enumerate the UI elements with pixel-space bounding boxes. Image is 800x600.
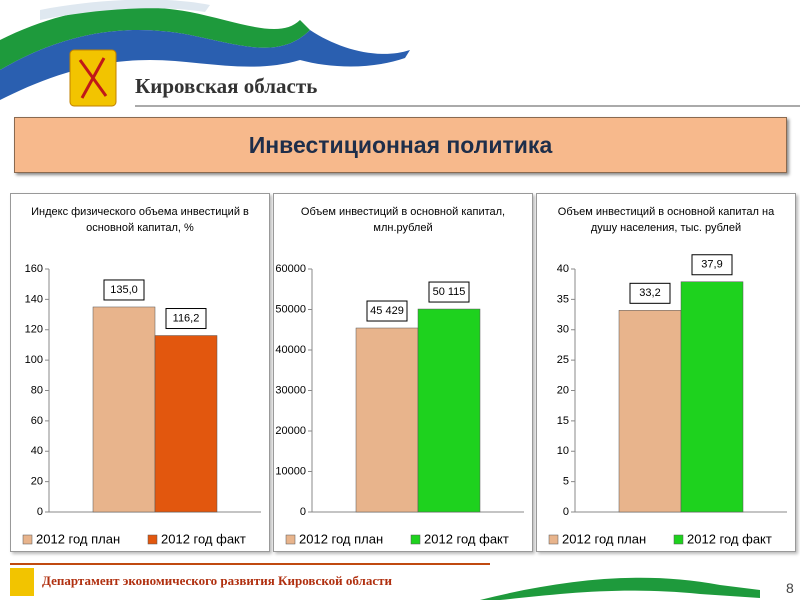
y-tick-label: 100 [25,354,43,366]
legend-label: 2012 год факт [161,531,246,546]
legend-swatch [22,534,33,545]
legend-label: 2012 год план [562,531,646,546]
value-label: 33,2 [639,287,660,299]
value-label-box [629,282,671,304]
chart: 0 20 40 60 80 100 120 140 160 135,0 116,2 2012 год … [22,263,261,546]
legend-swatch [673,534,684,545]
y-tick-label: 120 [25,324,43,336]
y-tick-label: 60 [31,415,43,427]
value-label-box [691,254,733,276]
chart-panel: 0 10000 20000 30000 40000 50000 60000 45 429 50 … [273,193,533,552]
legend-label: 2012 год план [299,531,383,546]
value-label-box [103,279,145,301]
y-tick-label: 30000 [275,384,306,396]
y-tick-label: 35 [557,293,569,305]
y-tick-label: 20 [557,384,569,396]
y-tick-label: 160 [25,263,43,275]
y-tick-label: 140 [25,293,43,305]
legend-label: 2012 год факт [424,531,509,546]
bar [355,327,419,513]
legend-label: 2012 год план [36,531,120,546]
legend-swatch [147,534,158,545]
y-tick-label: 40 [557,263,569,275]
value-label-box [165,308,207,330]
y-tick-label: 5 [563,476,569,488]
value-label: 50 115 [433,286,466,298]
chart-panel: 0 20 40 60 80 100 120 140 160 135,0 116,2 2012 год … [10,193,270,552]
y-tick-label: 30 [557,324,569,336]
region-name: Кировская область [135,74,318,98]
footer-department: Департамент экономического развития Киро… [42,573,392,588]
chart-title: Индекс физического объема инвестиций в о… [31,206,249,234]
chart-title: Объем инвестиций в основной капитал, млн… [300,206,506,234]
legend-swatch [410,534,421,545]
y-tick-label: 80 [31,384,43,396]
y-tick-label: 10000 [275,465,306,477]
y-tick-label: 50000 [275,303,306,315]
y-tick-label: 20 [31,476,43,488]
slide-title: Инвестиционная политика [14,117,787,173]
y-tick-label: 40000 [275,344,306,356]
chart-title: Объем инвестиций в основной капитал на д… [557,206,775,234]
y-tick-label: 25 [557,354,569,366]
chart: 0 10000 20000 30000 40000 50000 60000 45 429 50 … [275,263,524,546]
y-tick-label: 0 [563,506,569,518]
value-label: 135,0 [110,284,138,296]
bar [154,335,218,513]
chart: 0 5 10 15 20 25 30 35 40 33,2 37,9 2012 год план 201… [548,254,787,546]
bar [417,308,481,513]
banner-decoration [0,0,800,107]
y-tick-label: 15 [557,415,569,427]
value-label-box [428,281,470,303]
y-tick-label: 0 [300,506,306,518]
bar [92,306,156,513]
page-number: 8 [786,580,794,596]
legend-swatch [285,534,296,545]
y-tick-label: 40 [31,445,43,457]
footer-decoration [10,563,760,600]
value-label: 45 429 [370,305,404,317]
legend-swatch [548,534,559,545]
bar [680,281,744,513]
y-tick-label: 0 [37,506,43,518]
legend-label: 2012 год факт [687,531,772,546]
value-label: 116,2 [173,312,200,324]
y-tick-label: 60000 [275,263,306,275]
y-tick-label: 10 [557,445,569,457]
value-label: 37,9 [701,259,722,271]
y-tick-label: 20000 [275,425,306,437]
bar [618,310,682,513]
value-label-box [366,300,408,322]
chart-panel: 0 5 10 15 20 25 30 35 40 33,2 37,9 2012 год план 201… [536,193,796,552]
